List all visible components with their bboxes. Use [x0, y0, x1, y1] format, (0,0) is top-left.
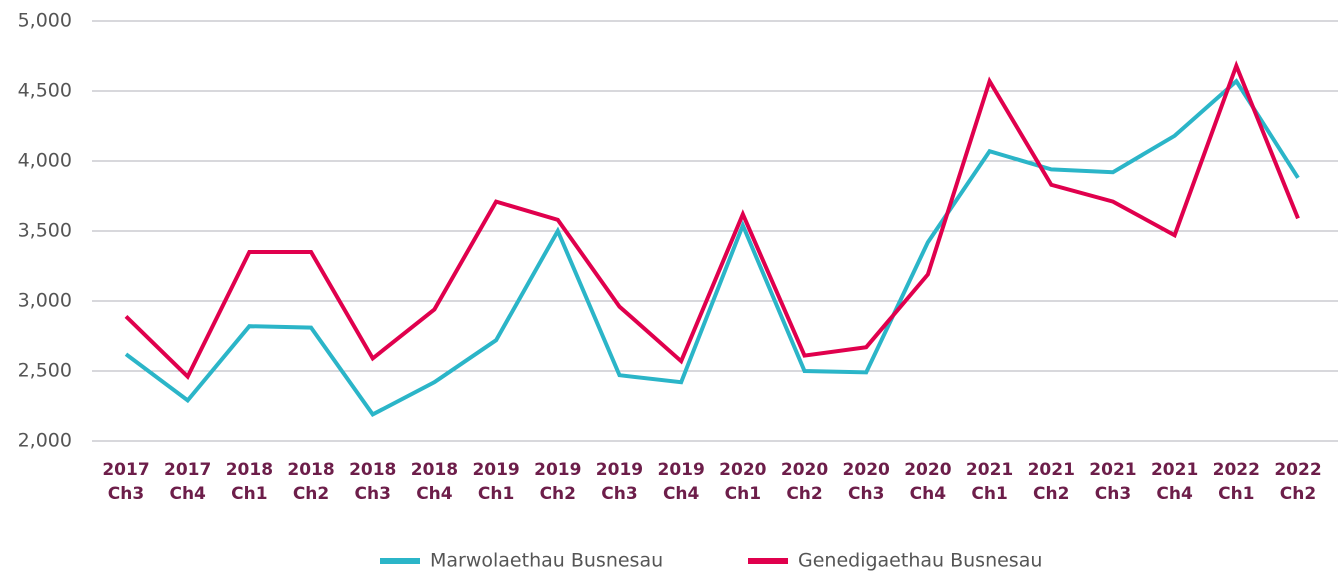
x-tick-label: 2018 Ch3 — [349, 460, 396, 504]
x-tick-label-line: 2020 — [719, 460, 766, 480]
x-tick-label-line: 2017 — [102, 460, 149, 480]
y-tick-label: 5,000 — [18, 10, 72, 32]
x-tick-label-line: Ch1 — [478, 484, 514, 504]
x-tick-label-line: Ch3 — [108, 484, 144, 504]
x-tick-label-line: Ch3 — [848, 484, 884, 504]
x-tick-label-line: 2018 — [349, 460, 396, 480]
x-tick-label: 2020 Ch1 — [719, 460, 766, 504]
x-tick-label-line: 2018 — [411, 460, 458, 480]
x-tick-label-line: 2020 — [843, 460, 890, 480]
x-tick-label: 2019 Ch3 — [596, 460, 643, 504]
x-tick-label-line: 2018 — [287, 460, 334, 480]
y-tick-label: 3,000 — [18, 290, 72, 312]
x-tick-label-line: Ch3 — [1095, 484, 1131, 504]
x-tick-label: 2018 Ch2 — [287, 460, 334, 504]
x-tick-label: 2018 Ch4 — [411, 460, 458, 504]
x-tick-label: 2021 Ch3 — [1089, 460, 1136, 504]
y-tick-label: 3,500 — [18, 220, 72, 242]
x-tick-label-line: 2022 — [1213, 460, 1260, 480]
x-tick-label-line: Ch1 — [971, 484, 1007, 504]
x-tick-label-line: Ch4 — [663, 484, 700, 504]
x-tick-label-line: 2020 — [781, 460, 828, 480]
x-tick-label-line: Ch4 — [910, 484, 947, 504]
x-tick-label: 2020 Ch2 — [781, 460, 828, 504]
x-tick-label: 2021 Ch4 — [1151, 460, 1198, 504]
x-tick-label-line: 2017 — [164, 460, 211, 480]
y-tick-label: 2,500 — [18, 360, 72, 382]
x-tick-label: 2017 Ch4 — [164, 460, 211, 504]
x-tick-label: 2019 Ch2 — [534, 460, 581, 504]
x-tick-label-line: Ch1 — [231, 484, 267, 504]
x-tick-label-line: Ch2 — [540, 484, 576, 504]
x-tick-label-line: Ch2 — [1280, 484, 1316, 504]
x-tick-label-line: Ch2 — [1033, 484, 1069, 504]
x-tick-label: 2019 Ch4 — [657, 460, 704, 504]
y-tick-label: 4,500 — [18, 80, 72, 102]
x-tick-label-line: 2019 — [657, 460, 704, 480]
series-line — [124, 60, 1300, 380]
x-tick-label-line: 2021 — [1089, 460, 1136, 480]
x-tick-label: 2018 Ch1 — [226, 460, 273, 504]
x-tick-label-line: Ch3 — [355, 484, 391, 504]
x-tick-label-line: Ch1 — [725, 484, 761, 504]
x-tick-label-line: Ch1 — [1218, 484, 1254, 504]
x-tick-label-line: Ch4 — [169, 484, 206, 504]
x-tick-label-line: 2019 — [472, 460, 519, 480]
x-tick-label-line: 2022 — [1274, 460, 1321, 480]
x-tick-label-line: 2021 — [1028, 460, 1075, 480]
x-tick-label: 2021 Ch1 — [966, 460, 1013, 504]
legend-label: Genedigaethau Busnesau — [798, 550, 1042, 572]
x-tick-label-line: 2021 — [1151, 460, 1198, 480]
x-tick-label-line: 2021 — [966, 460, 1013, 480]
x-tick-label-line: 2019 — [596, 460, 643, 480]
x-tick-label: 2020 Ch3 — [843, 460, 890, 504]
x-tick-label-line: 2019 — [534, 460, 581, 480]
x-tick-label-line: 2018 — [226, 460, 273, 480]
x-tick-label-line: Ch2 — [293, 484, 329, 504]
x-tick-label: 2022 Ch1 — [1213, 460, 1260, 504]
x-tick-label: 2021 Ch2 — [1028, 460, 1075, 504]
x-tick-label: 2020 Ch4 — [904, 460, 951, 504]
x-tick-label-line: Ch4 — [416, 484, 453, 504]
x-tick-label: 2019 Ch1 — [472, 460, 519, 504]
series-line — [124, 78, 1300, 417]
x-tick-label: 2017 Ch3 — [102, 460, 149, 504]
x-tick-label-line: Ch2 — [786, 484, 822, 504]
legend-label: Marwolaethau Busnesau — [430, 550, 663, 572]
x-tick-label-line: Ch3 — [601, 484, 637, 504]
y-tick-label: 4,000 — [18, 150, 72, 172]
y-tick-label: 2,000 — [18, 430, 72, 452]
x-tick-label-line: 2020 — [904, 460, 951, 480]
x-tick-label: 2022 Ch2 — [1274, 460, 1321, 504]
x-tick-label-line: Ch4 — [1156, 484, 1193, 504]
